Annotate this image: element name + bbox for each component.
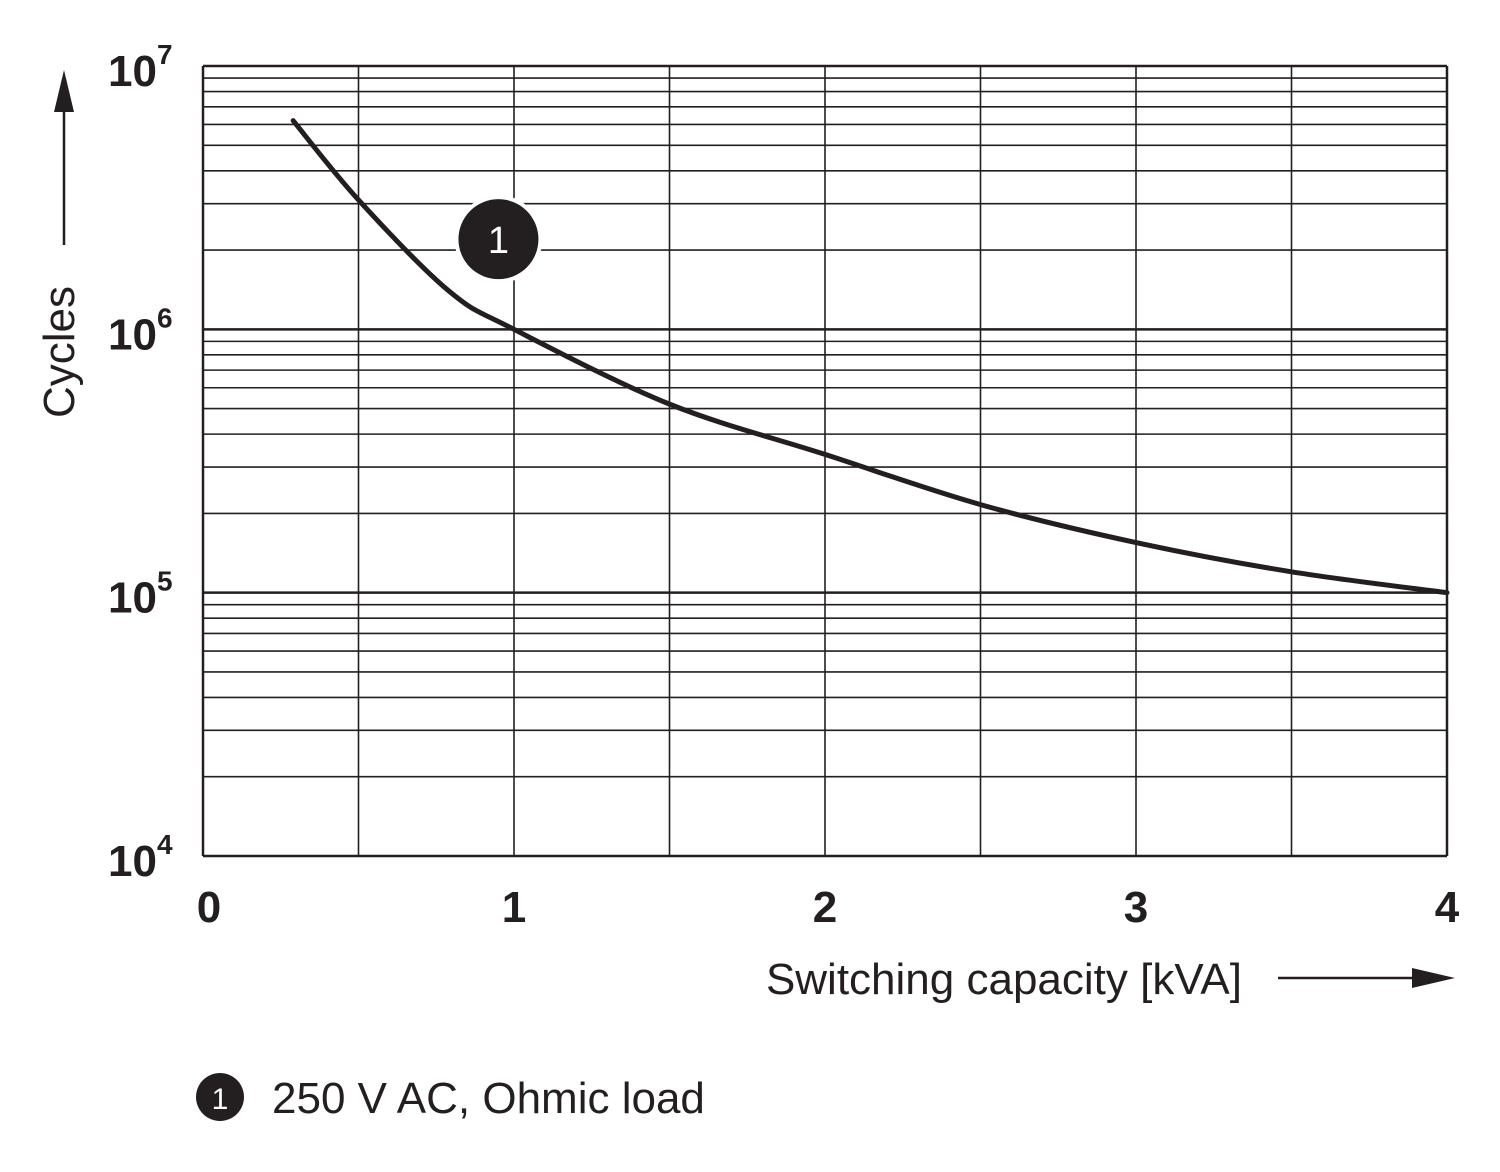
y-tick-label: 10 [108,837,157,886]
x-tick-label: 1 [502,883,526,932]
legend: 1 250 V AC, Ohmic load [196,1073,705,1123]
y-tick-label: 10 [108,574,157,623]
series-line-1 [290,118,1450,596]
y-axis-label: Cycles [35,286,84,418]
y-tick-exponent: 4 [157,829,173,860]
y-tick-exponent: 5 [157,566,173,597]
legend-marker-label: 1 [212,1083,229,1116]
x-axis-arrowhead [1412,968,1455,988]
x-tick-label: 3 [1124,883,1148,932]
x-tick-label: 0 [197,883,221,932]
legend-text: 250 V AC, Ohmic load [272,1074,705,1123]
y-tick-label: 10 [108,47,157,96]
series-marker-label: 1 [488,220,509,262]
grid [201,64,1449,858]
y-axis-title: Cycles [35,70,84,418]
legend-marker [196,1073,244,1121]
y-axis-arrowhead [54,70,74,112]
y-tick-exponent: 6 [157,302,173,333]
x-axis-title: Switching capacity [kVA] [766,955,1455,1004]
y-tick-label: 10 [108,310,157,359]
series-marker-1: 1 [454,195,543,284]
x-tick-label: 4 [1435,883,1460,932]
x-axis-label: Switching capacity [kVA] [766,955,1242,1004]
x-tick-label: 2 [813,883,837,932]
y-tick-exponent: 7 [157,39,173,70]
